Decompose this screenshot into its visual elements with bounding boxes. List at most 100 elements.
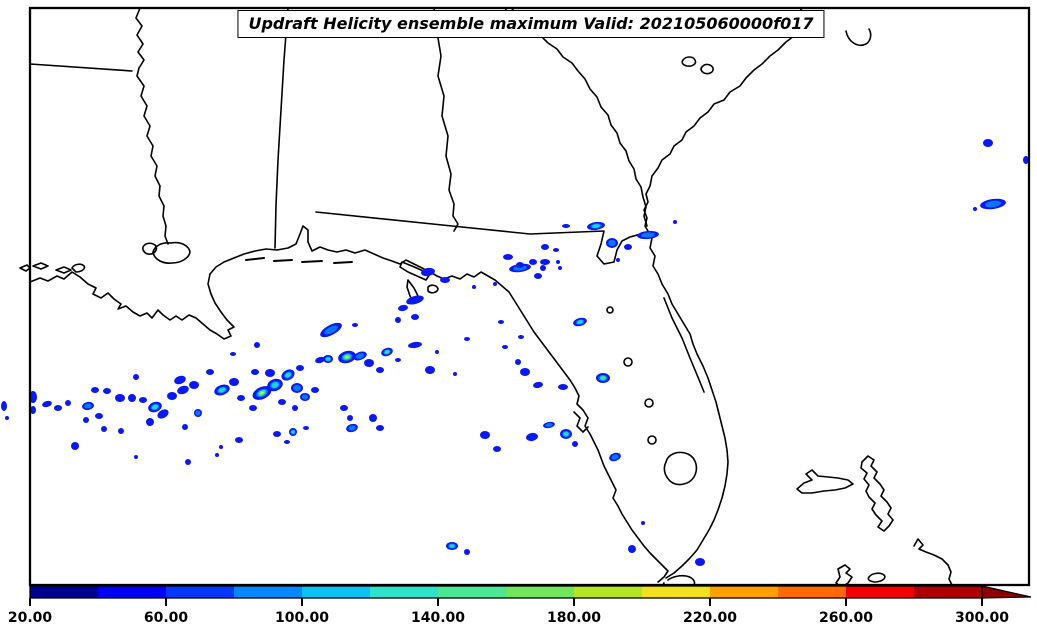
uh-blob [587, 221, 605, 231]
uh-blob-layer [84, 403, 92, 409]
uh-blob-layer [616, 258, 620, 262]
uh-blob [65, 400, 71, 406]
uh-blob [526, 432, 538, 442]
uh-blob-layer [229, 378, 239, 386]
uh-blob-layer [115, 394, 125, 402]
uh-blob [493, 282, 497, 286]
colorbar-tick-label: 260.00 [819, 610, 873, 626]
uh-blob-layer [440, 277, 450, 283]
uh-blob-layer [449, 544, 455, 548]
uh-blob [376, 367, 384, 373]
uh-blob [381, 347, 393, 357]
uh-blob-layer [265, 369, 275, 377]
uh-blob-layer [364, 359, 374, 367]
uh-blob [300, 393, 310, 401]
uh-blob [291, 383, 303, 393]
uh-blob [91, 387, 99, 393]
uh-blob [206, 369, 214, 375]
uh-blob-layer [260, 391, 264, 395]
alabama-georgia-border [433, 7, 459, 232]
uh-blob-layer [324, 325, 338, 335]
colorbar-tick-label: 60.00 [144, 610, 189, 626]
colorbar-segment [506, 586, 575, 598]
uh-blob-layer [563, 431, 569, 437]
uh-blob-layer [185, 459, 191, 465]
uh-blob [83, 417, 89, 423]
uh-blob [128, 394, 136, 402]
uh-blob [42, 400, 52, 408]
uh-blob-layer [464, 337, 470, 341]
uh-blob [311, 387, 319, 393]
uh-blob-layer [453, 372, 457, 376]
uh-blob-layer [30, 406, 36, 414]
uh-blob [980, 198, 1006, 210]
colorbar-segment [642, 586, 711, 598]
uh-blob [596, 373, 610, 383]
uh-blob-layer [325, 357, 331, 361]
uh-blob-layer [230, 352, 236, 356]
lake-maurepas [142, 242, 158, 255]
uh-blob-layer [533, 381, 543, 389]
uh-blob-layer [611, 454, 619, 460]
uh-blob-layer [641, 232, 655, 238]
uh-blob-layer [101, 426, 107, 432]
uh-blob [464, 549, 470, 555]
uh-blob-layer [347, 415, 353, 421]
uh-blob-layer [91, 387, 99, 393]
uh-blob [440, 277, 450, 283]
uh-blob-layer [556, 260, 560, 264]
uh-blob [973, 207, 977, 211]
uh-blob [139, 397, 147, 403]
uh-blob-layer [215, 453, 219, 457]
uh-blob-layer [503, 254, 513, 260]
uh-blob-layer [146, 418, 154, 426]
uh-blob [101, 426, 107, 432]
colorbar-segment [778, 586, 847, 598]
uh-blob-layer [493, 282, 497, 286]
uh-blob [553, 248, 559, 252]
uh-blob [215, 453, 219, 457]
uh-blob [214, 384, 230, 396]
uh-blob-layer [174, 375, 186, 385]
uh-blob-layer [624, 244, 632, 250]
uh-blob-layer [355, 353, 365, 359]
uh-blob [346, 423, 358, 433]
uh-blob-layer [83, 417, 89, 423]
uh-blob [1, 401, 7, 411]
uh-blob [252, 386, 272, 400]
uh-blob [446, 542, 458, 550]
uh-blob [235, 437, 243, 443]
uh-blob [323, 355, 333, 363]
uh-blob-layer [983, 139, 993, 147]
uh-blob [369, 414, 377, 422]
uh-blob [541, 244, 549, 250]
tampa-bay [573, 411, 589, 433]
uh-blob [281, 369, 295, 381]
uh-blob [157, 409, 169, 419]
uh-blob [425, 366, 435, 374]
louisiana-arkansas-border [29, 63, 133, 72]
uh-blob [498, 320, 504, 324]
colorbar-segment [438, 586, 507, 598]
uh-blob-layer [291, 430, 295, 434]
mississippi-river-border [135, 7, 169, 245]
uh-blob-layer [425, 366, 435, 374]
uh-blob [572, 441, 578, 447]
uh-blob [558, 266, 562, 270]
colorbar-segment [234, 586, 303, 598]
uh-blob-layer [340, 405, 348, 411]
uh-blob-layer [498, 320, 504, 324]
uh-blob [609, 452, 621, 462]
uh-blob [177, 385, 189, 395]
uh-blob-layer [71, 442, 79, 450]
uh-blob [352, 323, 358, 327]
uh-blob-layer [237, 395, 245, 401]
uh-blob [395, 317, 401, 323]
uh-blob-layer [376, 367, 384, 373]
uh-blob [493, 446, 501, 452]
uh-blob [134, 455, 138, 459]
uh-blob-layer [385, 350, 389, 354]
uh-blob [558, 384, 568, 390]
helicity-blobs-group [1, 139, 1029, 566]
colorbar-segment [30, 586, 99, 598]
